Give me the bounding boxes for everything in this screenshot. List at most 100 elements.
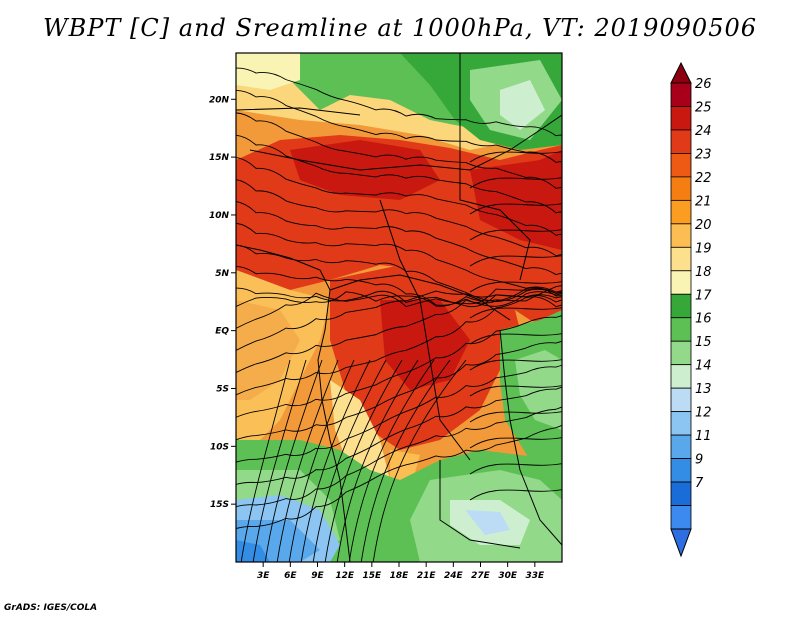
colorbar-label: 13 [695, 382, 712, 397]
colorbar-swatch [670, 364, 692, 389]
wbpt-field [236, 53, 562, 562]
colorbar-swatch [670, 199, 692, 225]
lat-tick-label: 10N [209, 211, 230, 221]
colorbar-label: 7 [695, 476, 704, 491]
streamline [236, 67, 562, 137]
colorbar-swatch [670, 434, 692, 459]
streamline [236, 201, 562, 276]
streamline [324, 359, 403, 562]
colorbar-swatch [670, 387, 692, 413]
colorbar-swatch [670, 317, 692, 342]
colorbar-swatch [670, 176, 692, 201]
lon-tick-label: 27E [471, 571, 491, 581]
streamline [469, 151, 562, 163]
lon-tick-label: 6E [284, 571, 297, 581]
streamline [469, 307, 562, 319]
streamline [469, 437, 562, 449]
streamline [236, 134, 562, 214]
colorbar-label: 17 [695, 288, 712, 303]
streamline [236, 157, 562, 236]
streamline [236, 287, 562, 374]
lat-tick-label: 15S [210, 500, 229, 510]
colorbar-swatch [670, 481, 692, 506]
streamline [469, 255, 562, 267]
streamline [264, 359, 323, 562]
colorbar-swatch [670, 270, 692, 295]
colorbar-swatch [670, 340, 692, 366]
streamline [236, 406, 562, 508]
country-borders [236, 53, 562, 562]
streamline [469, 385, 562, 397]
streamline [469, 281, 562, 293]
streamline [469, 411, 562, 423]
streamline [236, 315, 562, 418]
lon-tick-label: 9E [311, 571, 324, 581]
streamline [288, 359, 355, 562]
streamline [240, 359, 291, 562]
colorbar: 26 25 24 23 22 21 20 19 18 17 16 15 14 13 12 11 9 7 [670, 61, 712, 558]
streamline [469, 463, 562, 475]
colorbar-swatch [670, 246, 692, 272]
colorbar-swatch [670, 293, 692, 319]
lon-tick-label: 21E [417, 571, 437, 581]
lon-tick-label: 30E [498, 571, 518, 581]
streamline [236, 290, 562, 351]
lon-tick-label: 33E [525, 571, 545, 581]
colorbar-label: 9 [695, 453, 703, 468]
streamline [236, 266, 562, 307]
lat-tick-label: 10S [210, 442, 229, 452]
streamline [336, 359, 419, 562]
lon-tick-label: 15E [362, 571, 382, 581]
lon-tick-label: 3E [257, 571, 270, 581]
lon-tick-label: 12E [335, 571, 355, 581]
lat-tick-label: 5N [215, 269, 229, 279]
triangle-down-icon [670, 528, 692, 558]
colorbar-swatch [670, 458, 692, 483]
streamline [469, 229, 562, 241]
streamline [252, 359, 307, 562]
colorbar-swatch [670, 106, 692, 131]
streamline [469, 177, 562, 189]
streamline [236, 90, 562, 163]
streamline [236, 287, 562, 329]
streamline [236, 112, 562, 189]
colorbar-label: 14 [695, 359, 712, 374]
streamline [372, 359, 467, 562]
streamline [236, 285, 562, 308]
colorbar-swatch [670, 223, 692, 248]
longitude-axis: 3E 6E 9E 12E 15E 18E 21E 24E 27E 30E 33E [257, 562, 545, 581]
colorbar-label: 25 [695, 100, 712, 115]
streamline [236, 296, 562, 396]
lon-tick-label: 24E [444, 571, 464, 581]
colorbar-label: 22 [695, 171, 712, 186]
colorbar-label: 20 [695, 218, 712, 233]
streamline [469, 489, 562, 501]
lat-tick-label: EQ [215, 327, 229, 337]
lat-tick-label: 15N [209, 153, 230, 163]
colorbar-label: 26 [695, 77, 712, 92]
streamlines [236, 67, 562, 562]
colorbar-swatch [670, 153, 692, 178]
streamline [348, 359, 435, 562]
colorbar-label: 16 [695, 312, 712, 327]
colorbar-label: 23 [695, 147, 712, 162]
colorbar-swatch [670, 129, 692, 154]
colorbar-label: 12 [695, 406, 712, 421]
colorbar-swatch [670, 505, 692, 530]
colorbar-swatch [670, 82, 692, 107]
streamline [236, 179, 562, 257]
streamline [469, 203, 562, 215]
colorbar-swatch [670, 411, 692, 436]
lon-tick-label: 18E [390, 571, 410, 581]
streamline [236, 222, 562, 293]
streamline [312, 359, 387, 562]
colorbar-label: 21 [695, 194, 712, 209]
streamline [236, 340, 562, 441]
colorbar-label: 18 [695, 265, 712, 280]
streamline [276, 359, 339, 562]
streamline [360, 359, 451, 562]
colorbar-label: 11 [695, 429, 712, 444]
lat-tick-label: 5S [216, 384, 229, 394]
latitude-axis: 20N 15N 10N 5N EQ 5S 10S 15S [209, 95, 236, 510]
